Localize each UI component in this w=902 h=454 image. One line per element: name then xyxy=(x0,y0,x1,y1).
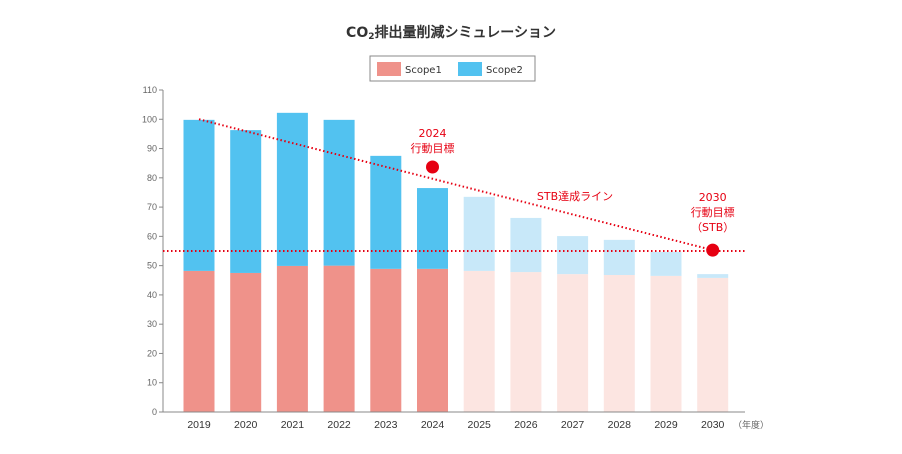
bar-scope2-2022 xyxy=(323,119,355,266)
x-tick-label: 2023 xyxy=(374,419,398,431)
legend-swatch-scope2 xyxy=(458,62,482,76)
x-tick-label: 2025 xyxy=(468,419,492,431)
x-tick-label: 2029 xyxy=(654,419,678,431)
bar-scope1-2022 xyxy=(323,265,355,412)
y-tick-label: 20 xyxy=(147,348,157,358)
bar-scope1-2021 xyxy=(276,265,308,412)
y-tick-label: 10 xyxy=(147,378,157,388)
bar-scope1-2029 xyxy=(650,275,682,412)
legend: Scope1 Scope2 xyxy=(369,55,536,82)
chart-title: CO2排出量削減シミュレーション xyxy=(346,24,556,42)
x-tick-label: 2021 xyxy=(281,419,305,431)
bar-scope2-2030 xyxy=(697,274,729,278)
x-tick-label: 2020 xyxy=(234,419,258,431)
bar-scope1-2019 xyxy=(183,270,215,412)
y-tick-label: 110 xyxy=(143,85,157,95)
bar-scope2-2026 xyxy=(510,217,542,273)
bar-scope2-2028 xyxy=(603,239,635,276)
stb-line-label: STB達成ライン xyxy=(537,190,613,203)
y-axis: 0 10 20 30 40 50 60 70 80 90 100 110 xyxy=(142,85,164,417)
y-tick-label: 0 xyxy=(152,407,157,417)
bar-scope2-2020 xyxy=(230,130,262,273)
target-point-2024 xyxy=(426,160,439,174)
bar-scope1-2026 xyxy=(510,272,542,412)
y-tick-label: 40 xyxy=(147,290,157,300)
y-tick-label: 60 xyxy=(147,231,157,241)
bar-scope1-2028 xyxy=(603,275,635,412)
bar-scope1-2025 xyxy=(463,270,495,412)
y-tick-label: 50 xyxy=(147,261,157,271)
x-tick-label: 2026 xyxy=(514,419,538,431)
y-tick-label: 80 xyxy=(147,173,157,183)
bar-scope1-2024 xyxy=(417,268,448,412)
legend-label-scope2: Scope2 xyxy=(486,65,523,76)
bar-scope1-2027 xyxy=(557,274,589,412)
bars xyxy=(183,112,729,412)
bar-scope1-2023 xyxy=(370,268,402,412)
target-label-2024: 行動目標 xyxy=(411,141,455,155)
y-tick-label: 70 xyxy=(147,202,157,212)
target-point-2030 xyxy=(706,243,720,257)
bar-scope2-2025 xyxy=(463,196,495,271)
target-label-2030: （STB） xyxy=(691,221,734,234)
bar-scope1-2020 xyxy=(230,272,262,412)
stb-achievement-line xyxy=(198,118,713,252)
y-tick-label: 30 xyxy=(147,319,157,329)
x-tick-label: 2028 xyxy=(608,419,632,431)
legend-swatch-scope1 xyxy=(377,62,401,76)
bar-scope2-2024 xyxy=(417,188,448,269)
bar-scope1-2030 xyxy=(697,277,729,412)
bar-scope2-2027 xyxy=(557,236,589,275)
x-tick-label: 2024 xyxy=(421,419,445,431)
y-tick-label: 90 xyxy=(147,144,157,154)
target-label-2030: 行動目標 xyxy=(691,205,735,219)
y-tick-label: 100 xyxy=(142,114,157,124)
bar-scope2-2029 xyxy=(650,251,682,276)
x-axis: 2019 2020 2021 2022 2023 2024 2025 2026 2027 2028… xyxy=(163,411,745,431)
x-tick-label: 2022 xyxy=(327,419,351,431)
x-tick-label: 2027 xyxy=(561,419,585,431)
x-tick-label: 2030 xyxy=(701,419,725,431)
bar-scope2-2021 xyxy=(276,112,308,266)
target-label-2030: 2030 xyxy=(699,191,727,204)
reference-lines xyxy=(163,118,745,252)
legend-label-scope1: Scope1 xyxy=(405,65,442,76)
x-tick-label: 2019 xyxy=(187,419,211,431)
bar-scope2-2023 xyxy=(370,155,402,269)
target-label-2024: 2024 xyxy=(419,127,447,140)
bar-scope2-2019 xyxy=(183,119,215,271)
x-unit-label: （年度） xyxy=(733,419,769,430)
